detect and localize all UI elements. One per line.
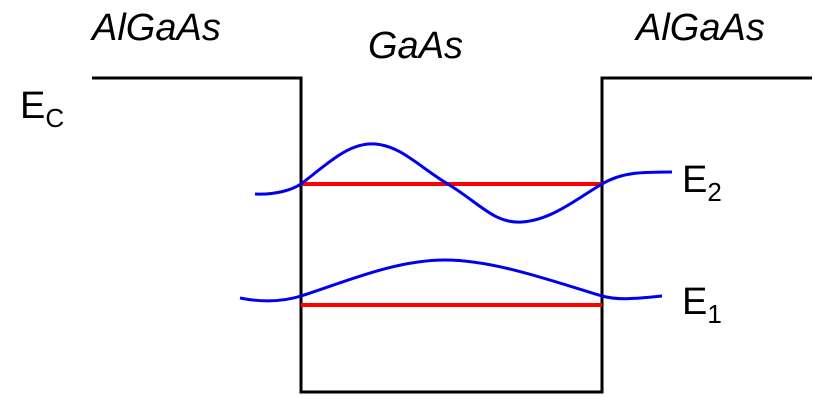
well-label: GaAs — [368, 25, 463, 67]
e2-subscript: 2 — [707, 177, 721, 207]
left-barrier-label: AlGaAs — [90, 7, 221, 49]
e1-label: E1 — [682, 281, 722, 329]
e2-label: E2 — [682, 159, 722, 207]
wavefunction-e2 — [254, 142, 673, 224]
right-barrier-label: AlGaAs — [634, 7, 765, 49]
e1-symbol: E — [682, 281, 707, 323]
conduction-band-edge — [92, 76, 812, 394]
conduction-band-symbol: E — [20, 85, 45, 127]
e2-symbol: E — [682, 159, 707, 201]
conduction-band-subscript: C — [45, 103, 64, 133]
wavefunction-e1 — [239, 258, 663, 303]
e1-subscript: 1 — [707, 299, 721, 329]
conduction-band-label: EC — [20, 85, 64, 133]
